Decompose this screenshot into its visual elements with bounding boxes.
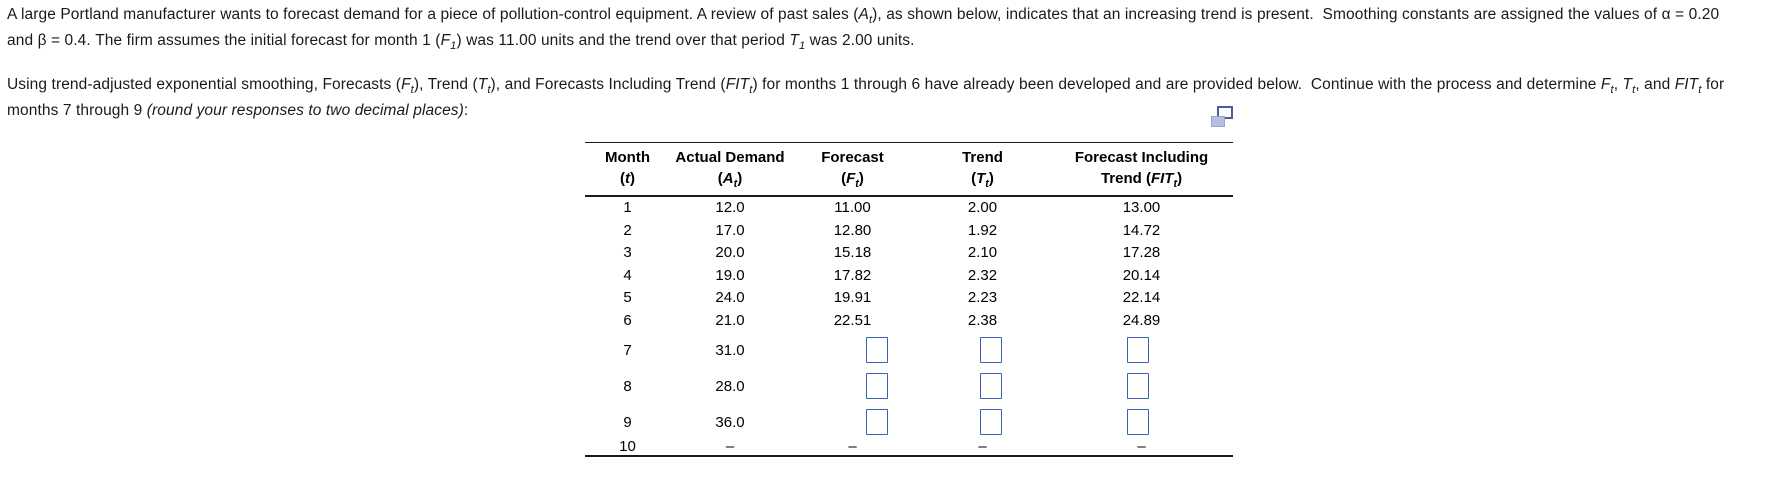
actual-demand-cell: 24.0 xyxy=(715,289,745,306)
forecast-input-month-7[interactable] xyxy=(865,337,888,363)
actual-demand-cell: 36.0 xyxy=(715,413,745,431)
trend-cell: 2.10 xyxy=(967,244,998,261)
trend-cell xyxy=(915,332,1050,368)
fit-input-month-8[interactable] xyxy=(1126,373,1149,399)
question-text-paragraph-1: A large Portland manufacturer wants to f… xyxy=(7,2,1790,54)
fit-cell: 17.28 xyxy=(1122,244,1161,261)
month-cell: 9 xyxy=(623,413,632,431)
table-row-month-5: 5 24.0 19.91 2.23 22.14 xyxy=(585,287,1233,310)
col-header-trend: Trend (Tt) xyxy=(915,142,1050,197)
forecast-cell: 17.82 xyxy=(833,266,872,284)
trend-input-month-7[interactable] xyxy=(979,337,1002,363)
month-cell: 5 xyxy=(623,289,632,306)
actual-demand-cell: 12.0 xyxy=(715,199,745,216)
col-header-month: Month (t) xyxy=(585,142,670,197)
fit-cell xyxy=(1050,332,1233,368)
trend-cell xyxy=(915,404,1050,440)
actual-demand-cell: 31.0 xyxy=(715,341,745,359)
fit-cell xyxy=(1050,368,1233,404)
actual-demand-cell: – xyxy=(670,439,790,457)
month-cell: 2 xyxy=(623,221,632,239)
trend-cell: 2.32 xyxy=(967,266,998,284)
col-header-fit: Forecast Including Trend (FITt) xyxy=(1050,142,1233,197)
trend-input-month-8[interactable] xyxy=(979,373,1002,399)
forecast-table: Month (t) Actual Demand (At) Forecast (F… xyxy=(585,142,1233,457)
fit-cell: 14.72 xyxy=(1122,221,1161,239)
forecast-cell: 19.91 xyxy=(833,289,872,306)
question-text-line-2: and β = 0.4. The firm assumes the initia… xyxy=(7,32,915,53)
month-cell: 8 xyxy=(623,377,632,395)
question-text-paragraph-2: Using trend-adjusted exponential smoothi… xyxy=(7,72,1790,124)
trend-cell: 2.00 xyxy=(967,199,998,216)
question-text-line-1: A large Portland manufacturer wants to f… xyxy=(7,6,1720,27)
table-row-month-3: 3 20.0 15.18 2.10 17.28 xyxy=(585,242,1233,265)
actual-demand-cell: 20.0 xyxy=(715,244,745,261)
month-cell: 10 xyxy=(585,439,670,457)
actual-demand-cell: 17.0 xyxy=(715,221,745,239)
trend-input-month-9[interactable] xyxy=(979,409,1002,435)
fit-input-month-7[interactable] xyxy=(1126,337,1149,363)
table-row-month-4: 4 19.0 17.82 2.32 20.14 xyxy=(585,265,1233,288)
forecast-cell: 22.51 xyxy=(833,311,872,329)
popout-copy-icon-back xyxy=(1217,106,1233,119)
fit-cell: – xyxy=(1050,439,1233,457)
actual-demand-cell: 19.0 xyxy=(715,266,745,284)
question-text-line-4: months 7 through 9 (round your responses… xyxy=(7,102,469,119)
table-row-month-1: 1 12.0 11.00 2.00 13.00 xyxy=(585,196,1233,220)
forecast-cell: 11.00 xyxy=(834,199,871,216)
forecast-cell: 15.18 xyxy=(833,244,872,261)
table-row-month-2: 2 17.0 12.80 1.92 14.72 xyxy=(585,220,1233,243)
month-cell: 6 xyxy=(623,311,632,329)
col-header-actual-demand: Actual Demand (At) xyxy=(670,142,790,197)
table-row-month-6: 6 21.0 22.51 2.38 24.89 xyxy=(585,310,1233,333)
forecast-cell: 12.80 xyxy=(833,221,872,239)
actual-demand-cell: 21.0 xyxy=(715,311,745,329)
forecast-cell: – xyxy=(790,439,915,457)
forecast-cell xyxy=(790,368,915,404)
table-row-month-10: 10 – – – – xyxy=(585,439,1233,457)
fit-cell: 20.14 xyxy=(1122,266,1161,284)
forecast-cell xyxy=(790,332,915,368)
fit-cell xyxy=(1050,404,1233,440)
month-cell: 7 xyxy=(623,341,632,359)
fit-cell: 22.14 xyxy=(1122,289,1161,306)
question-text-line-3: Using trend-adjusted exponential smoothi… xyxy=(7,76,1725,97)
month-cell: 3 xyxy=(623,244,632,261)
fit-cell: 13.00 xyxy=(1122,199,1161,216)
trend-cell: 2.23 xyxy=(967,289,998,306)
table-row-month-7: 7 31.0 xyxy=(585,332,1233,368)
forecast-input-month-8[interactable] xyxy=(865,373,888,399)
trend-cell xyxy=(915,368,1050,404)
fit-input-month-9[interactable] xyxy=(1126,409,1149,435)
month-cell: 4 xyxy=(623,266,632,284)
table-row-month-9: 9 36.0 xyxy=(585,404,1233,440)
month-cell: 1 xyxy=(623,199,632,216)
table-row-month-8: 8 28.0 xyxy=(585,368,1233,404)
trend-cell: 1.92 xyxy=(967,221,998,239)
col-header-forecast: Forecast (Ft) xyxy=(790,142,915,197)
forecast-cell xyxy=(790,404,915,440)
popout-copy-icon-front xyxy=(1211,116,1225,127)
header-row: Month (t) Actual Demand (At) Forecast (F… xyxy=(585,142,1233,197)
trend-cell: 2.38 xyxy=(967,311,998,329)
actual-demand-cell: 28.0 xyxy=(715,377,745,395)
popout-copy-icon[interactable] xyxy=(1211,106,1233,127)
forecast-input-month-9[interactable] xyxy=(865,409,888,435)
fit-cell: 24.89 xyxy=(1122,311,1161,329)
trend-cell: – xyxy=(915,439,1050,457)
